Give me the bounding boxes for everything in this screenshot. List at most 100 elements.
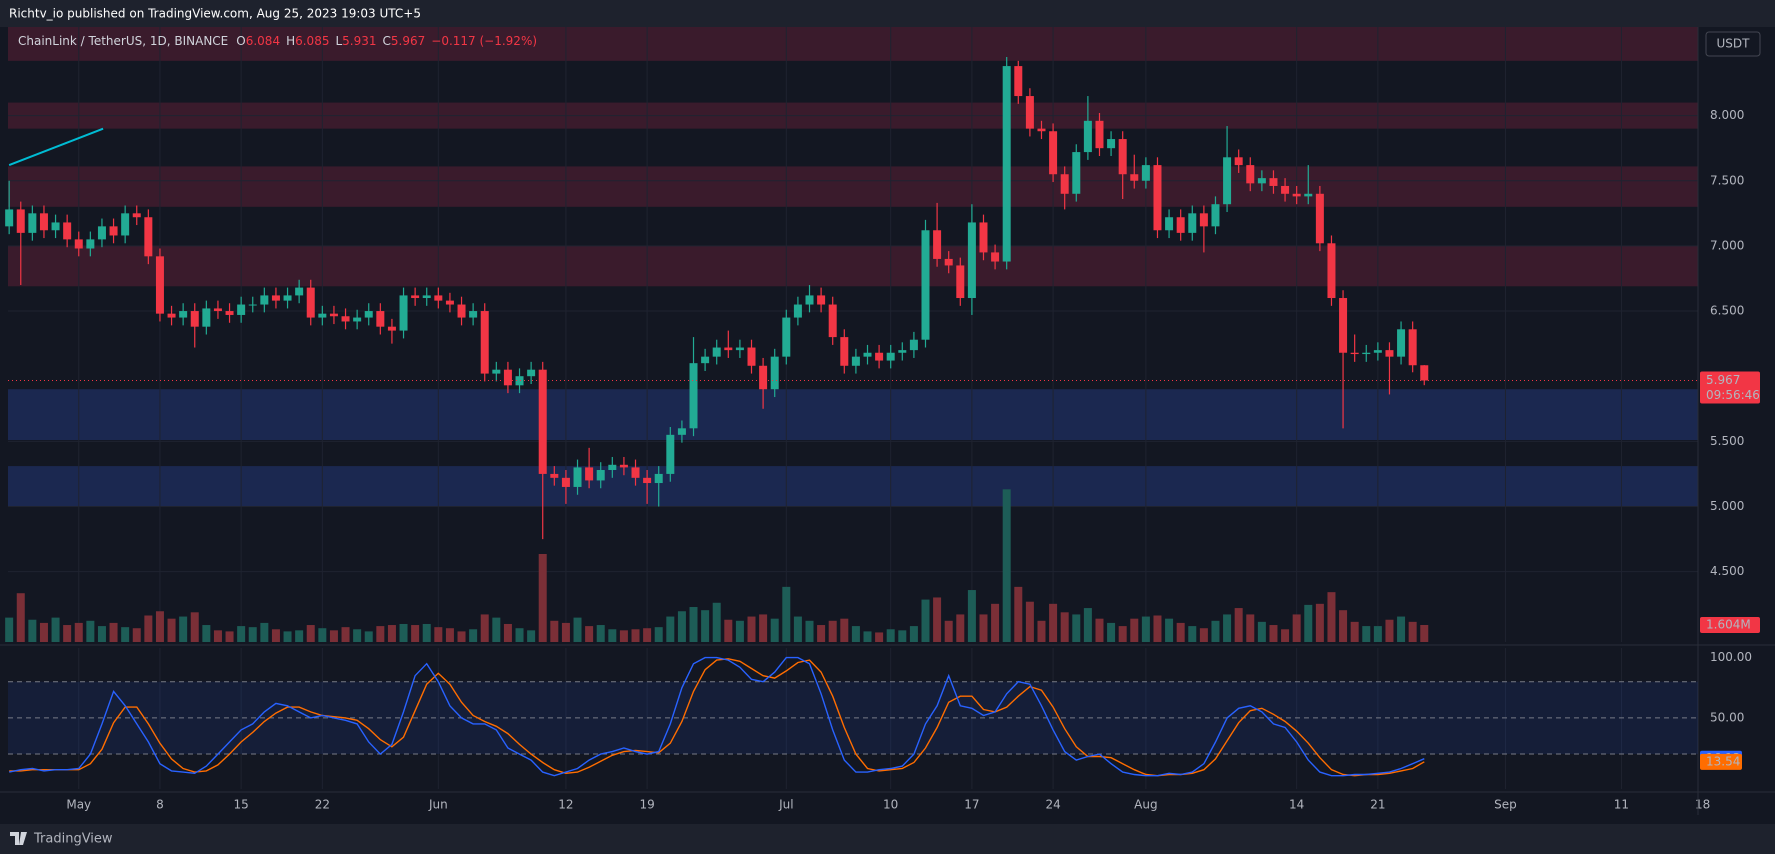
candle-body xyxy=(74,239,83,249)
candle-body xyxy=(1060,174,1069,194)
candle-body xyxy=(179,311,188,318)
candle-body xyxy=(422,295,431,299)
volume-bar xyxy=(550,620,559,642)
candle-body xyxy=(306,287,315,318)
volume-bar xyxy=(97,626,106,642)
volume-bar xyxy=(956,614,965,642)
candle-body xyxy=(237,304,246,315)
candle-body xyxy=(1188,213,1197,233)
candle-body xyxy=(1350,352,1359,355)
volume-bar xyxy=(979,614,988,642)
y-tick-label: 5.500 xyxy=(1710,434,1744,448)
volume-bar xyxy=(179,616,188,642)
volume-bar xyxy=(74,622,83,642)
candle-body xyxy=(1315,193,1324,244)
candle-body xyxy=(747,347,756,366)
volume-bar xyxy=(1165,618,1174,642)
footer-brand: TradingView xyxy=(33,832,113,847)
volume-bar xyxy=(1397,616,1406,642)
x-tick-label: 24 xyxy=(1045,798,1060,812)
volume-bar xyxy=(167,618,176,642)
candle-body xyxy=(1257,178,1266,184)
candle-body xyxy=(689,363,698,429)
volume-bar xyxy=(1420,624,1429,642)
volume-bar xyxy=(1037,620,1046,642)
candle-body xyxy=(1362,352,1371,355)
volume-bar xyxy=(643,628,652,642)
candle-body xyxy=(1397,329,1406,357)
candle-body xyxy=(283,295,292,301)
candle-body xyxy=(1025,96,1034,129)
volume-bar xyxy=(39,622,48,642)
volume-bar xyxy=(1373,626,1382,642)
candle-body xyxy=(132,213,141,218)
candle-body xyxy=(1339,298,1348,353)
y-tick-label: 8.000 xyxy=(1710,108,1744,122)
volume-bar xyxy=(364,631,373,642)
y-tick-label: 6.500 xyxy=(1710,304,1744,318)
volume-bar xyxy=(1362,626,1371,642)
volume-bar xyxy=(527,630,536,642)
x-tick-label: 17 xyxy=(964,798,979,812)
candle-body xyxy=(1420,365,1429,381)
candle-body xyxy=(538,369,547,474)
y-tick-label: 5.000 xyxy=(1710,499,1744,513)
plot-area: 8.000 7.500 7.000 6.500 5.500 5.000 4.500 May 8 1… xyxy=(0,27,1775,815)
footer-bar xyxy=(0,824,1775,854)
candle-body xyxy=(1107,139,1116,149)
volume-bar xyxy=(619,630,628,642)
volume-bar xyxy=(515,628,524,642)
zone xyxy=(8,166,1698,207)
x-tick-label: Sep xyxy=(1494,798,1517,812)
volume-bar xyxy=(828,620,837,642)
zone xyxy=(8,245,1698,287)
candle-body xyxy=(817,295,826,305)
stoch-k-line xyxy=(9,656,1425,777)
candle-body xyxy=(1095,120,1104,149)
candle-body xyxy=(318,313,327,318)
volume-label-box xyxy=(1700,616,1760,633)
volume-bar xyxy=(1234,608,1243,642)
candle-body xyxy=(979,222,988,253)
volume-bar xyxy=(329,630,338,642)
candle-body xyxy=(619,464,628,468)
volume-bar xyxy=(840,618,849,642)
volume-bar xyxy=(1002,489,1011,642)
candle-body xyxy=(387,326,396,331)
volume-bar xyxy=(225,631,234,642)
volume-bar xyxy=(1269,625,1278,642)
volume-bar xyxy=(28,619,37,642)
candle-body xyxy=(445,300,454,305)
x-tick-label: 19 xyxy=(639,798,654,812)
volume-bar xyxy=(1072,614,1081,642)
volume-bar xyxy=(921,599,930,642)
currency-label[interactable]: USDT xyxy=(1717,37,1751,51)
volume-bar xyxy=(306,625,315,642)
candle-body xyxy=(155,256,164,314)
y-tick-label: 7.500 xyxy=(1710,173,1744,187)
volume-bar xyxy=(898,630,907,642)
volume-bar xyxy=(283,631,292,642)
zone xyxy=(8,389,1698,441)
candle-body xyxy=(782,317,791,357)
x-tick-label: Jul xyxy=(778,798,793,812)
countdown: 09:56:46 xyxy=(1706,388,1760,402)
volume-bar xyxy=(248,627,257,642)
candle-body xyxy=(851,356,860,366)
candle-body xyxy=(341,316,350,322)
currency-button[interactable] xyxy=(1705,31,1761,57)
volume-bar xyxy=(689,607,698,642)
volume-bar xyxy=(155,611,164,642)
volume-bar xyxy=(875,632,884,642)
volume-bar xyxy=(1118,626,1127,642)
volume-bar xyxy=(445,628,454,642)
candle-body xyxy=(1037,128,1046,132)
candle-body xyxy=(550,473,559,478)
candle-body xyxy=(909,339,918,351)
candle-body xyxy=(770,356,779,390)
volume-bar xyxy=(1199,628,1208,642)
candle-body xyxy=(1246,165,1255,184)
candle-body xyxy=(353,317,362,322)
volume-bar xyxy=(1211,620,1220,642)
candle-body xyxy=(457,304,466,318)
